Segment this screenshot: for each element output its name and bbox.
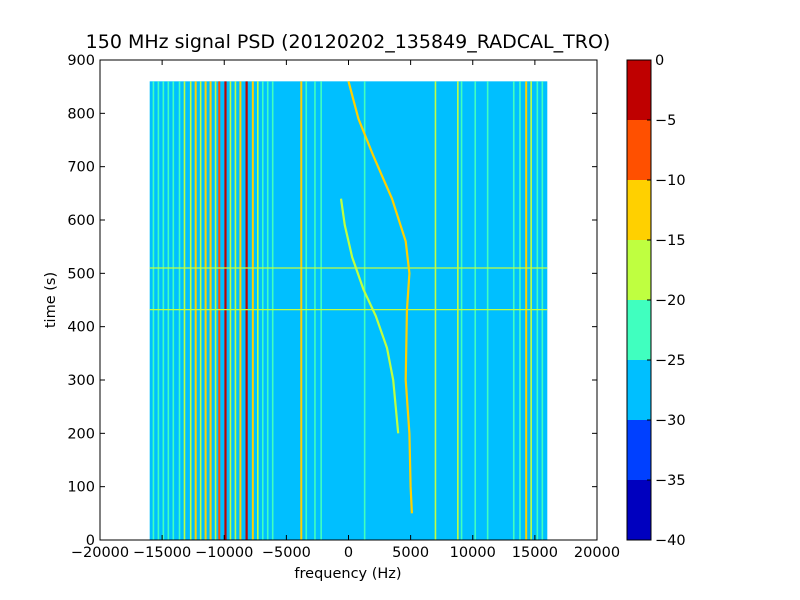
- x-tick-label: 10000: [450, 545, 496, 561]
- x-tick-label: −5000: [262, 545, 311, 561]
- x-tick-label: −10000: [195, 545, 253, 561]
- colorbar-tick-label: −15: [655, 233, 686, 249]
- chart-title: 150 MHz signal PSD (20120202_135849_RADC…: [86, 31, 611, 53]
- doppler-track: [339, 198, 400, 434]
- colorbar-segment: [627, 480, 651, 540]
- x-axis-title: frequency (Hz): [294, 566, 401, 582]
- x-tick-label: 5000: [392, 545, 429, 561]
- y-tick-label: 700: [67, 160, 95, 176]
- heatmap-body: [149, 81, 548, 540]
- y-axis-title: time (s): [43, 272, 59, 328]
- colorbar-tick-label: −5: [655, 113, 676, 129]
- y-tick-label: 800: [67, 106, 95, 122]
- x-tick-label: −20000: [71, 545, 129, 561]
- colorbar-segment: [627, 420, 651, 480]
- colorbar-tick-label: 0: [655, 53, 664, 69]
- y-tick-label: 900: [67, 53, 95, 69]
- x-tick-label: −15000: [133, 545, 191, 561]
- doppler-track: [347, 81, 413, 514]
- axes: −20000 −15000 −10000 −5000 0 5000 10000 15000 20…: [67, 53, 620, 561]
- colorbar-segment: [627, 240, 651, 300]
- x-tick-label: 15000: [512, 545, 558, 561]
- colorbar-segment: [627, 300, 651, 360]
- y-tick-label: 500: [67, 266, 95, 282]
- colorbar-segment: [627, 360, 651, 420]
- colorbar-segment: [627, 120, 651, 180]
- y-tick-label: 400: [67, 320, 95, 336]
- y-tick-label: 100: [67, 480, 95, 496]
- colorbar-tick-label: −20: [655, 293, 686, 309]
- colorbar-tick-label: −30: [655, 413, 686, 429]
- colorbar: 0 −5 −10 −15 −20 −25 −30 −35 −40: [626, 53, 686, 549]
- colorbar-tick-label: −10: [655, 173, 686, 189]
- colorbar-tick-label: −35: [655, 473, 686, 489]
- colorbar-tick-label: −40: [655, 533, 686, 549]
- x-tick-label: 20000: [574, 545, 620, 561]
- y-tick-label: 300: [67, 373, 95, 389]
- x-tick-label: 0: [344, 545, 353, 561]
- y-tick-label: 0: [86, 533, 95, 549]
- colorbar-segment: [627, 60, 651, 120]
- y-tick-label: 200: [67, 426, 95, 442]
- colorbar-segment: [627, 180, 651, 240]
- y-tick-label: 600: [67, 213, 95, 229]
- colorbar-tick-label: −25: [655, 353, 686, 369]
